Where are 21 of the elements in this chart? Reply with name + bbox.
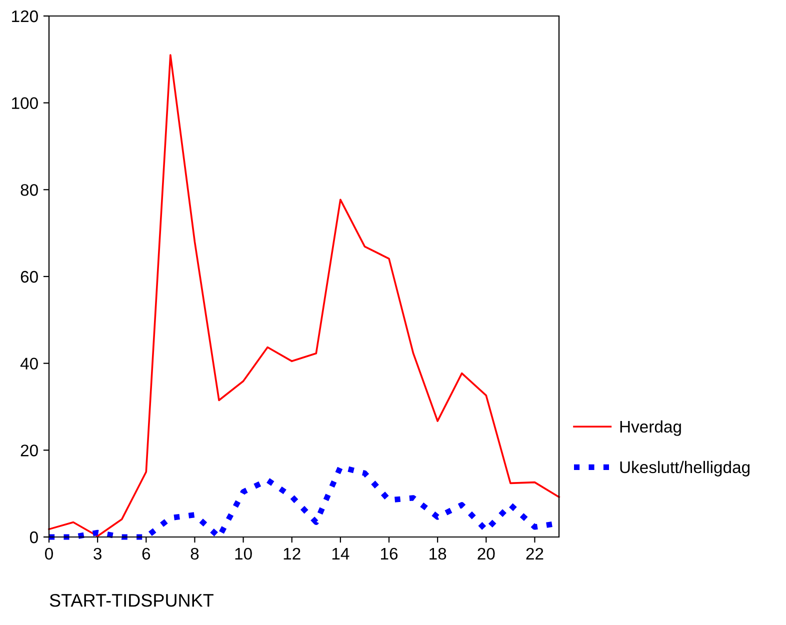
y-tick-label: 100 <box>12 97 38 110</box>
x-tick-label: 20 <box>478 548 495 560</box>
y-tick-label: 80 <box>20 184 38 196</box>
x-tick-label: 18 <box>430 548 446 560</box>
y-tick-label: 60 <box>20 270 38 283</box>
y-tick-label: 20 <box>20 444 38 456</box>
x-tick-label: 3 <box>94 548 102 560</box>
y-tick-label: 120 <box>12 10 38 22</box>
x-tick-label: 12 <box>284 548 300 560</box>
x-tick-label: 0 <box>45 548 53 560</box>
legend-label: Ukeslutt/helligdag <box>620 460 750 476</box>
x-axis-title: START-TIDSPUNKT <box>50 594 214 607</box>
x-tick-label: 16 <box>381 548 398 560</box>
x-tick-label: 14 <box>332 548 350 560</box>
y-tick-label: 40 <box>20 358 38 370</box>
x-tick-label: 8 <box>190 548 199 560</box>
y-tick-label: 0 <box>30 531 38 544</box>
x-tick-label: 6 <box>142 548 150 560</box>
x-tick-label: 10 <box>235 548 252 560</box>
x-tick-label: 22 <box>526 548 544 560</box>
legend-label: Hverdag <box>620 420 681 436</box>
